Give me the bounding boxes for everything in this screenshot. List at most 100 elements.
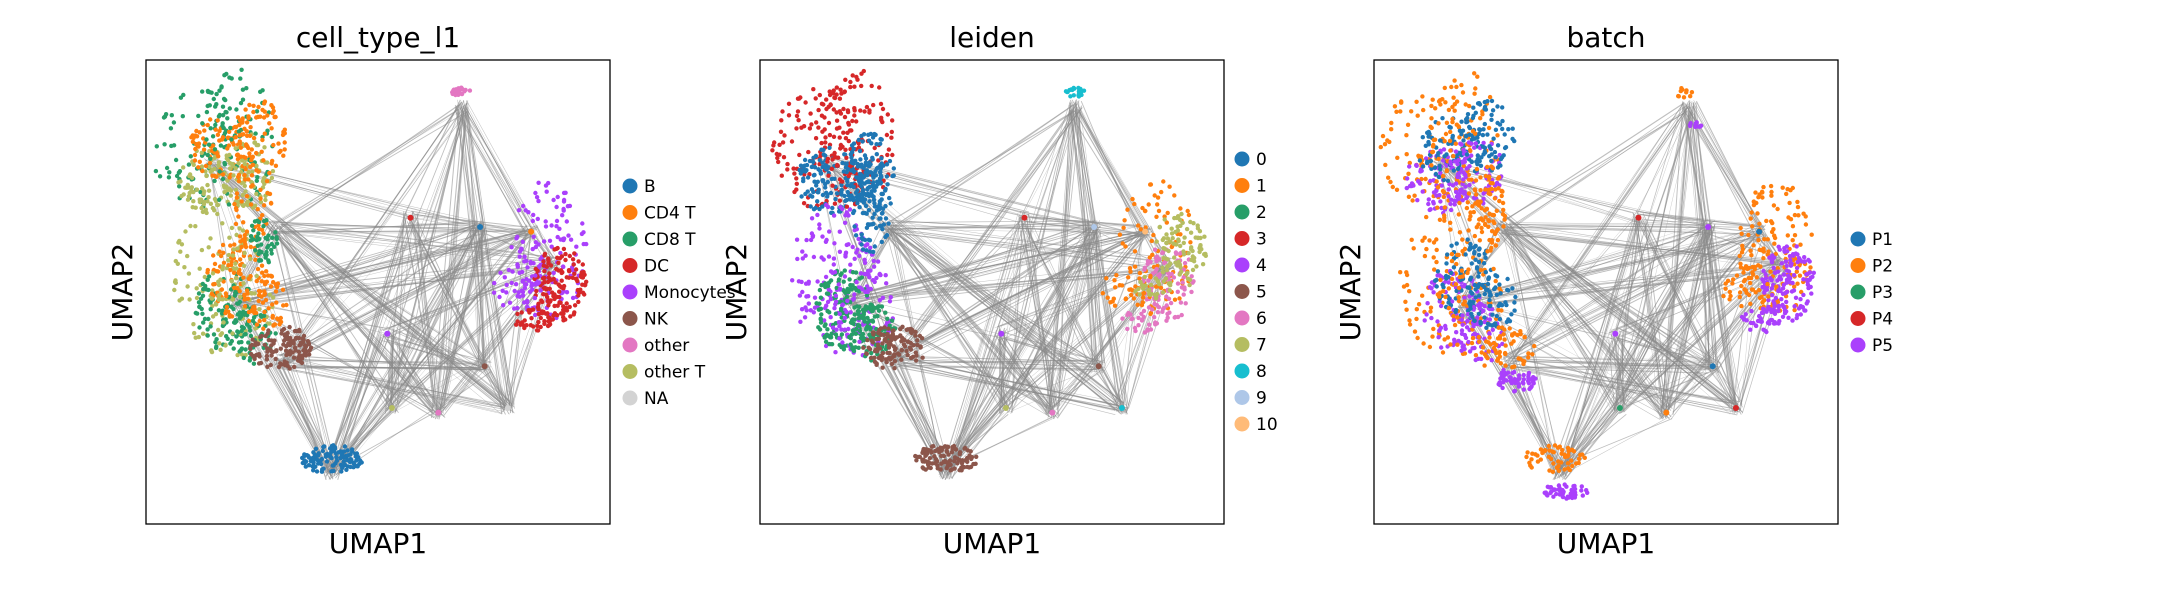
scatter-point	[216, 296, 222, 301]
panel-title: cell_type_l1	[296, 21, 460, 54]
scatter-point	[802, 315, 808, 320]
scatter-point	[264, 252, 269, 258]
scatter-point	[1467, 124, 1472, 130]
scatter-point	[1187, 282, 1192, 288]
scatter-point	[238, 154, 243, 159]
scatter-point	[1162, 217, 1167, 222]
scatter-point	[921, 466, 926, 471]
scatter-point	[804, 237, 809, 243]
scatter-point	[187, 172, 193, 177]
scatter-point	[200, 168, 205, 174]
scatter-point	[837, 324, 842, 329]
scatter-point	[223, 343, 228, 348]
scatter-point	[256, 231, 261, 236]
scatter-point	[226, 202, 232, 207]
scatter-point	[554, 294, 559, 300]
scatter-point	[1185, 276, 1191, 281]
scatter-point	[1169, 231, 1175, 236]
scatter-point	[517, 254, 522, 259]
scatter-point	[864, 272, 869, 277]
scatter-point	[292, 364, 297, 370]
scatter-point	[205, 277, 210, 282]
graph-edge	[1613, 230, 1713, 411]
point-cloud-mono	[514, 305, 553, 333]
scatter-point	[552, 311, 558, 316]
scatter-point	[1178, 206, 1183, 211]
graph-edge	[852, 261, 1165, 296]
scatter-point	[1152, 292, 1158, 298]
scatter-point	[249, 223, 255, 228]
satellite-point	[1118, 405, 1125, 411]
scatter-point	[211, 282, 216, 287]
scatter-point	[515, 319, 520, 324]
scatter-point	[288, 335, 293, 341]
scatter-point	[823, 305, 828, 311]
scatter-point	[300, 336, 305, 341]
graph-edge	[821, 165, 1126, 410]
scatter-point	[1457, 200, 1462, 206]
scatter-point	[826, 254, 832, 259]
scatter-point	[1433, 171, 1439, 177]
scatter-point	[852, 339, 857, 344]
scatter-point	[871, 258, 876, 264]
scatter-point	[1193, 235, 1198, 240]
scatter-point	[339, 469, 344, 474]
scatter-point	[531, 324, 536, 329]
scatter-point	[806, 149, 811, 155]
scatter-point	[1197, 229, 1203, 234]
scatter-point	[553, 280, 558, 285]
scatter-point	[817, 301, 822, 306]
scatter-point	[313, 446, 319, 451]
graph-edge	[1457, 262, 1788, 309]
scatter-point	[262, 101, 267, 106]
scatter-point	[343, 462, 348, 468]
graph-edge	[437, 229, 485, 418]
scatter-point	[823, 135, 828, 140]
scatter-point	[253, 326, 258, 331]
scatter-point	[855, 323, 860, 328]
scatter-point	[811, 310, 816, 315]
scatter-point	[208, 324, 213, 329]
scatter-point	[811, 189, 816, 195]
graph-edge	[844, 235, 1146, 306]
scatter-point	[564, 290, 570, 295]
scatter-point	[941, 453, 947, 459]
scatter-point	[850, 244, 855, 250]
graph-edge	[1094, 233, 1146, 363]
scatter-point	[574, 244, 579, 249]
scatter-point	[253, 310, 259, 316]
scatter-point	[210, 288, 215, 293]
scatter-point	[534, 195, 540, 200]
scatter-point	[1132, 264, 1138, 269]
scatter-point	[1394, 187, 1400, 192]
scatter-point	[237, 226, 242, 231]
scatter-point	[887, 158, 893, 164]
scatter-point	[1451, 95, 1456, 100]
scatter-point	[874, 275, 879, 281]
scatter-point	[238, 145, 243, 150]
scatter-point	[1404, 185, 1410, 191]
scatter-point	[815, 279, 820, 284]
graph-edge	[888, 225, 1125, 412]
scatter-point	[1168, 280, 1173, 286]
legend-marker	[1234, 337, 1250, 352]
scatter-point	[186, 271, 192, 276]
scatter-point	[213, 311, 219, 317]
scatter-point	[173, 157, 179, 163]
scatter-point	[534, 288, 539, 294]
scatter-point	[166, 175, 172, 180]
scatter-point	[567, 304, 572, 310]
scatter-point	[1452, 78, 1457, 83]
scatter-point	[874, 208, 880, 213]
scatter-point	[558, 250, 563, 256]
satellite-point	[1002, 405, 1009, 411]
scatter-point	[905, 339, 911, 344]
scatter-point	[211, 96, 216, 102]
scatter-point	[949, 450, 955, 455]
scatter-point	[193, 224, 198, 229]
scatter-point	[208, 236, 213, 241]
scatter-point	[561, 190, 567, 196]
graph-edge	[477, 226, 533, 237]
scatter-point	[238, 294, 243, 299]
scatter-point	[232, 285, 237, 291]
